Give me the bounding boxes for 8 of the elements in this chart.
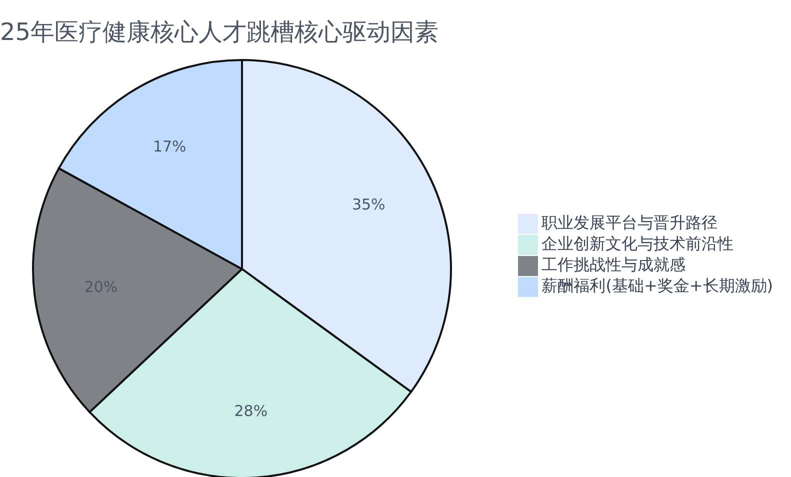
data-label: 35% (352, 195, 386, 214)
data-label: 28% (234, 402, 268, 420)
legend-label: 薪酬福利(基础+奖金+长期激励) (542, 276, 773, 297)
legend-label: 企业创新文化与技术前沿性 (542, 234, 734, 255)
legend-label: 工作挑战性与成就感 (542, 255, 686, 276)
chart-title: 25年医疗健康核心人才跳槽核心驱动因素 (0, 17, 439, 48)
data-label: 17% (152, 138, 186, 156)
legend-label: 职业发展平台与晋升路径 (542, 213, 718, 234)
